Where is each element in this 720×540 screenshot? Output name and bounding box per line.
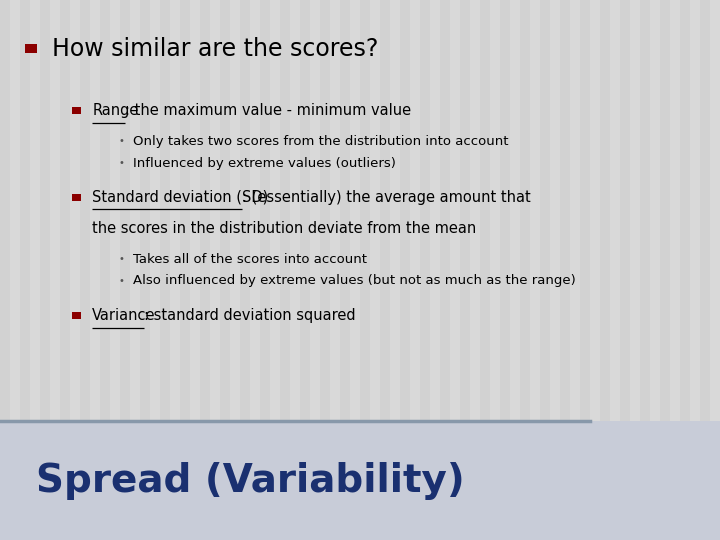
Text: Range: Range bbox=[92, 103, 138, 118]
Bar bbox=[300, 0, 310, 540]
Bar bbox=[210, 0, 220, 540]
Bar bbox=[370, 0, 380, 540]
Bar bbox=[25, 44, 37, 53]
Text: Influenced by extreme values (outliers): Influenced by extreme values (outliers) bbox=[133, 157, 396, 170]
Bar bbox=[710, 0, 720, 540]
Bar bbox=[220, 0, 230, 540]
Bar bbox=[500, 0, 510, 540]
Bar bbox=[110, 0, 120, 540]
Bar bbox=[540, 0, 550, 540]
Bar bbox=[320, 0, 330, 540]
Text: Variance: Variance bbox=[92, 308, 156, 323]
Text: : (essentially) the average amount that: : (essentially) the average amount that bbox=[242, 190, 531, 205]
Bar bbox=[440, 0, 450, 540]
Bar bbox=[180, 0, 190, 540]
Bar bbox=[680, 0, 690, 540]
Bar bbox=[72, 193, 81, 200]
Bar bbox=[140, 0, 150, 540]
Bar bbox=[170, 0, 180, 540]
Bar bbox=[480, 0, 490, 540]
Bar bbox=[650, 0, 660, 540]
Bar bbox=[560, 0, 570, 540]
Bar bbox=[530, 0, 540, 540]
Bar bbox=[700, 0, 710, 540]
Bar bbox=[450, 0, 460, 540]
Bar bbox=[430, 0, 440, 540]
Bar bbox=[670, 0, 680, 540]
Text: : standard deviation squared: : standard deviation squared bbox=[144, 308, 356, 323]
Bar bbox=[72, 312, 81, 320]
Bar bbox=[200, 0, 210, 540]
Bar bbox=[420, 0, 430, 540]
Bar bbox=[130, 0, 140, 540]
Bar bbox=[460, 0, 470, 540]
Bar bbox=[600, 0, 610, 540]
Bar bbox=[360, 0, 370, 540]
Bar bbox=[520, 0, 530, 540]
Text: Only takes two scores from the distribution into account: Only takes two scores from the distribut… bbox=[133, 135, 509, 148]
Bar bbox=[340, 0, 350, 540]
Bar bbox=[640, 0, 650, 540]
Bar bbox=[610, 0, 620, 540]
Bar bbox=[90, 0, 100, 540]
Bar bbox=[660, 0, 670, 540]
Bar bbox=[240, 0, 250, 540]
Bar bbox=[310, 0, 320, 540]
Bar bbox=[40, 0, 50, 540]
Bar bbox=[410, 0, 420, 540]
Bar bbox=[260, 0, 270, 540]
Bar bbox=[570, 0, 580, 540]
Bar bbox=[120, 0, 130, 540]
Bar bbox=[190, 0, 200, 540]
Bar bbox=[280, 0, 290, 540]
Bar bbox=[0, 421, 720, 540]
Text: •: • bbox=[118, 137, 124, 146]
Bar bbox=[10, 0, 20, 540]
Text: •: • bbox=[118, 276, 124, 286]
Bar bbox=[290, 0, 300, 540]
Bar bbox=[270, 0, 280, 540]
Bar bbox=[390, 0, 400, 540]
Bar bbox=[160, 0, 170, 540]
Bar bbox=[70, 0, 80, 540]
Bar bbox=[490, 0, 500, 540]
Text: Takes all of the scores into account: Takes all of the scores into account bbox=[133, 253, 367, 266]
Text: Spread (Variability): Spread (Variability) bbox=[36, 462, 464, 500]
Bar bbox=[330, 0, 340, 540]
Text: the scores in the distribution deviate from the mean: the scores in the distribution deviate f… bbox=[92, 221, 477, 236]
Text: : the maximum value - minimum value: : the maximum value - minimum value bbox=[125, 103, 411, 118]
Bar bbox=[100, 0, 110, 540]
Text: •: • bbox=[118, 254, 124, 264]
Bar bbox=[350, 0, 360, 540]
Bar bbox=[150, 0, 160, 540]
Bar bbox=[30, 0, 40, 540]
Text: •: • bbox=[118, 158, 124, 168]
Bar bbox=[580, 0, 590, 540]
Bar bbox=[0, 0, 10, 540]
Text: Standard deviation (SD): Standard deviation (SD) bbox=[92, 190, 269, 205]
Bar bbox=[630, 0, 640, 540]
Bar bbox=[50, 0, 60, 540]
Bar bbox=[690, 0, 700, 540]
Text: How similar are the scores?: How similar are the scores? bbox=[52, 37, 378, 60]
Text: Also influenced by extreme values (but not as much as the range): Also influenced by extreme values (but n… bbox=[133, 274, 576, 287]
Bar bbox=[250, 0, 260, 540]
Bar bbox=[60, 0, 70, 540]
Bar bbox=[400, 0, 410, 540]
Bar bbox=[510, 0, 520, 540]
Bar bbox=[590, 0, 600, 540]
Bar bbox=[80, 0, 90, 540]
Bar bbox=[550, 0, 560, 540]
Bar bbox=[72, 107, 81, 114]
Bar bbox=[470, 0, 480, 540]
Bar bbox=[620, 0, 630, 540]
Bar bbox=[20, 0, 30, 540]
Bar bbox=[230, 0, 240, 540]
Bar bbox=[380, 0, 390, 540]
